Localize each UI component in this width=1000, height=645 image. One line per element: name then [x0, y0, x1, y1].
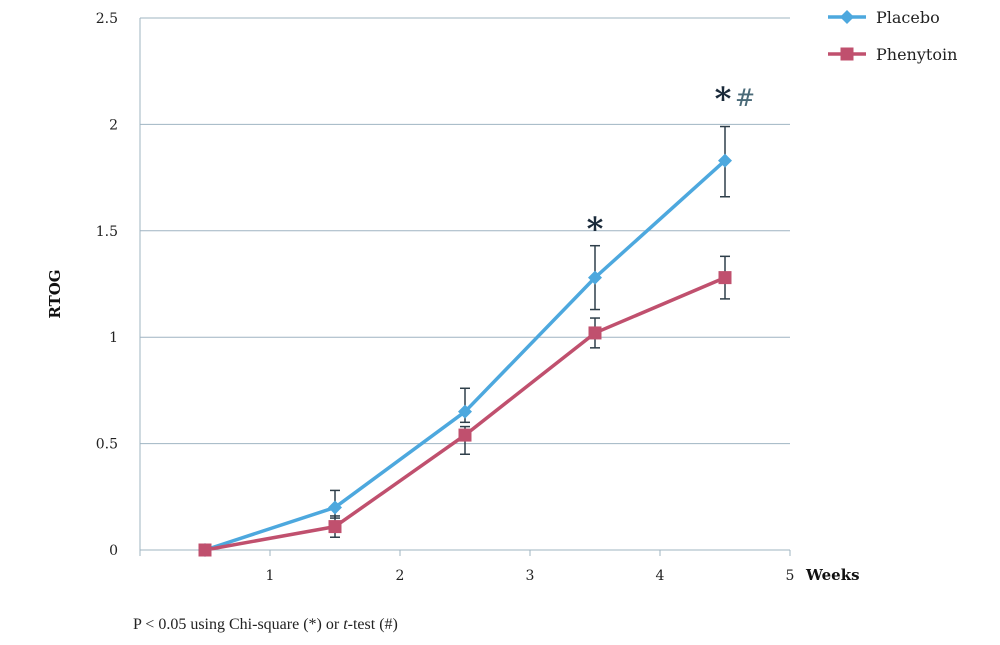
x-tick-label: 1 — [266, 568, 275, 584]
y-tick-label: 2 — [109, 117, 118, 133]
footnote: P < 0.05 using Chi-square (*) or t-test … — [133, 616, 398, 634]
footnote-prefix: P < 0.05 using Chi-square (*) or — [133, 616, 344, 633]
significance-star: * — [715, 80, 732, 118]
axes — [139, 18, 791, 556]
placebo-marker — [718, 153, 732, 168]
y-tick-label: 0.5 — [96, 437, 118, 453]
x-axis-title: Weeks — [805, 566, 860, 584]
legend-diamond-marker — [840, 10, 854, 24]
placebo-marker — [328, 500, 342, 515]
y-tick-label: 1.5 — [96, 224, 118, 240]
x-tick-label: 2 — [396, 568, 405, 584]
placebo-series — [204, 159, 727, 552]
y-tick-label: 0 — [109, 543, 118, 559]
phenytoin-marker — [328, 520, 342, 534]
x-tick-label: 4 — [656, 568, 665, 584]
placebo-points — [198, 125, 732, 557]
legend-item-phenytoin: Phenytoin — [828, 45, 957, 64]
series — [198, 125, 732, 557]
y-axis-title: RTOG — [46, 269, 64, 318]
phenytoin-points — [198, 255, 732, 557]
significance-hash: # — [735, 84, 755, 112]
legend-square-marker — [840, 47, 854, 61]
y-tick-label: 1 — [109, 330, 118, 346]
placebo-line — [204, 159, 727, 552]
x-tick-label: 3 — [526, 568, 535, 584]
phenytoin-marker — [588, 326, 602, 340]
footnote-suffix: -test (#) — [347, 616, 398, 633]
placebo-marker — [588, 270, 602, 285]
legend-label-phenytoin: Phenytoin — [876, 45, 957, 64]
tick-labels: 0 0.5 1 1.5 2 2.5 1 2 3 4 5 — [96, 11, 795, 584]
significance-star: * — [587, 210, 604, 248]
phenytoin-marker — [718, 271, 732, 285]
y-tick-label: 2.5 — [96, 11, 118, 27]
x-tick-label: 5 — [786, 568, 795, 584]
legend: Placebo Phenytoin — [828, 8, 957, 64]
placebo-marker — [458, 404, 472, 419]
footnote-italic: t — [343, 616, 348, 633]
phenytoin-marker — [458, 428, 472, 442]
phenytoin-marker — [198, 543, 212, 557]
legend-label-placebo: Placebo — [876, 8, 940, 27]
legend-item-placebo: Placebo — [828, 8, 940, 27]
gridlines — [140, 17, 790, 445]
significance-annotations: ** # — [587, 80, 755, 248]
